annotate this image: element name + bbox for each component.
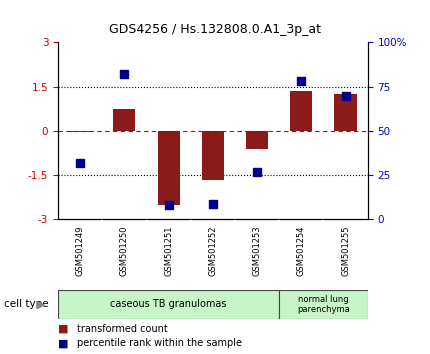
Point — [342, 93, 349, 98]
Bar — [114, 109, 135, 131]
Point — [298, 79, 305, 84]
Text: GSM501252: GSM501252 — [209, 225, 217, 276]
Bar — [246, 131, 268, 149]
Text: GSM501255: GSM501255 — [341, 225, 350, 276]
Point — [165, 202, 172, 208]
Text: caseous TB granulomas: caseous TB granulomas — [111, 299, 227, 309]
Text: percentile rank within the sample: percentile rank within the sample — [77, 338, 243, 348]
Text: GDS4256 / Hs.132808.0.A1_3p_at: GDS4256 / Hs.132808.0.A1_3p_at — [109, 23, 321, 36]
Text: transformed count: transformed count — [77, 324, 168, 333]
Text: GSM501250: GSM501250 — [120, 225, 129, 276]
Bar — [69, 131, 91, 132]
Text: normal lung
parenchyma: normal lung parenchyma — [297, 295, 350, 314]
Point — [254, 169, 261, 175]
Point — [209, 201, 216, 206]
Bar — [202, 131, 224, 180]
Text: ■: ■ — [58, 324, 68, 333]
Bar — [157, 131, 180, 205]
Text: GSM501253: GSM501253 — [252, 225, 261, 276]
Text: ▶: ▶ — [37, 299, 45, 309]
Text: ■: ■ — [58, 338, 68, 348]
Text: GSM501251: GSM501251 — [164, 225, 173, 276]
Point — [121, 72, 128, 77]
Bar — [335, 94, 356, 131]
Bar — [58, 290, 279, 319]
Text: GSM501254: GSM501254 — [297, 225, 306, 276]
Text: cell type: cell type — [4, 299, 49, 309]
Text: GSM501249: GSM501249 — [76, 225, 85, 276]
Bar — [279, 290, 368, 319]
Bar — [290, 91, 312, 131]
Point — [77, 160, 83, 166]
